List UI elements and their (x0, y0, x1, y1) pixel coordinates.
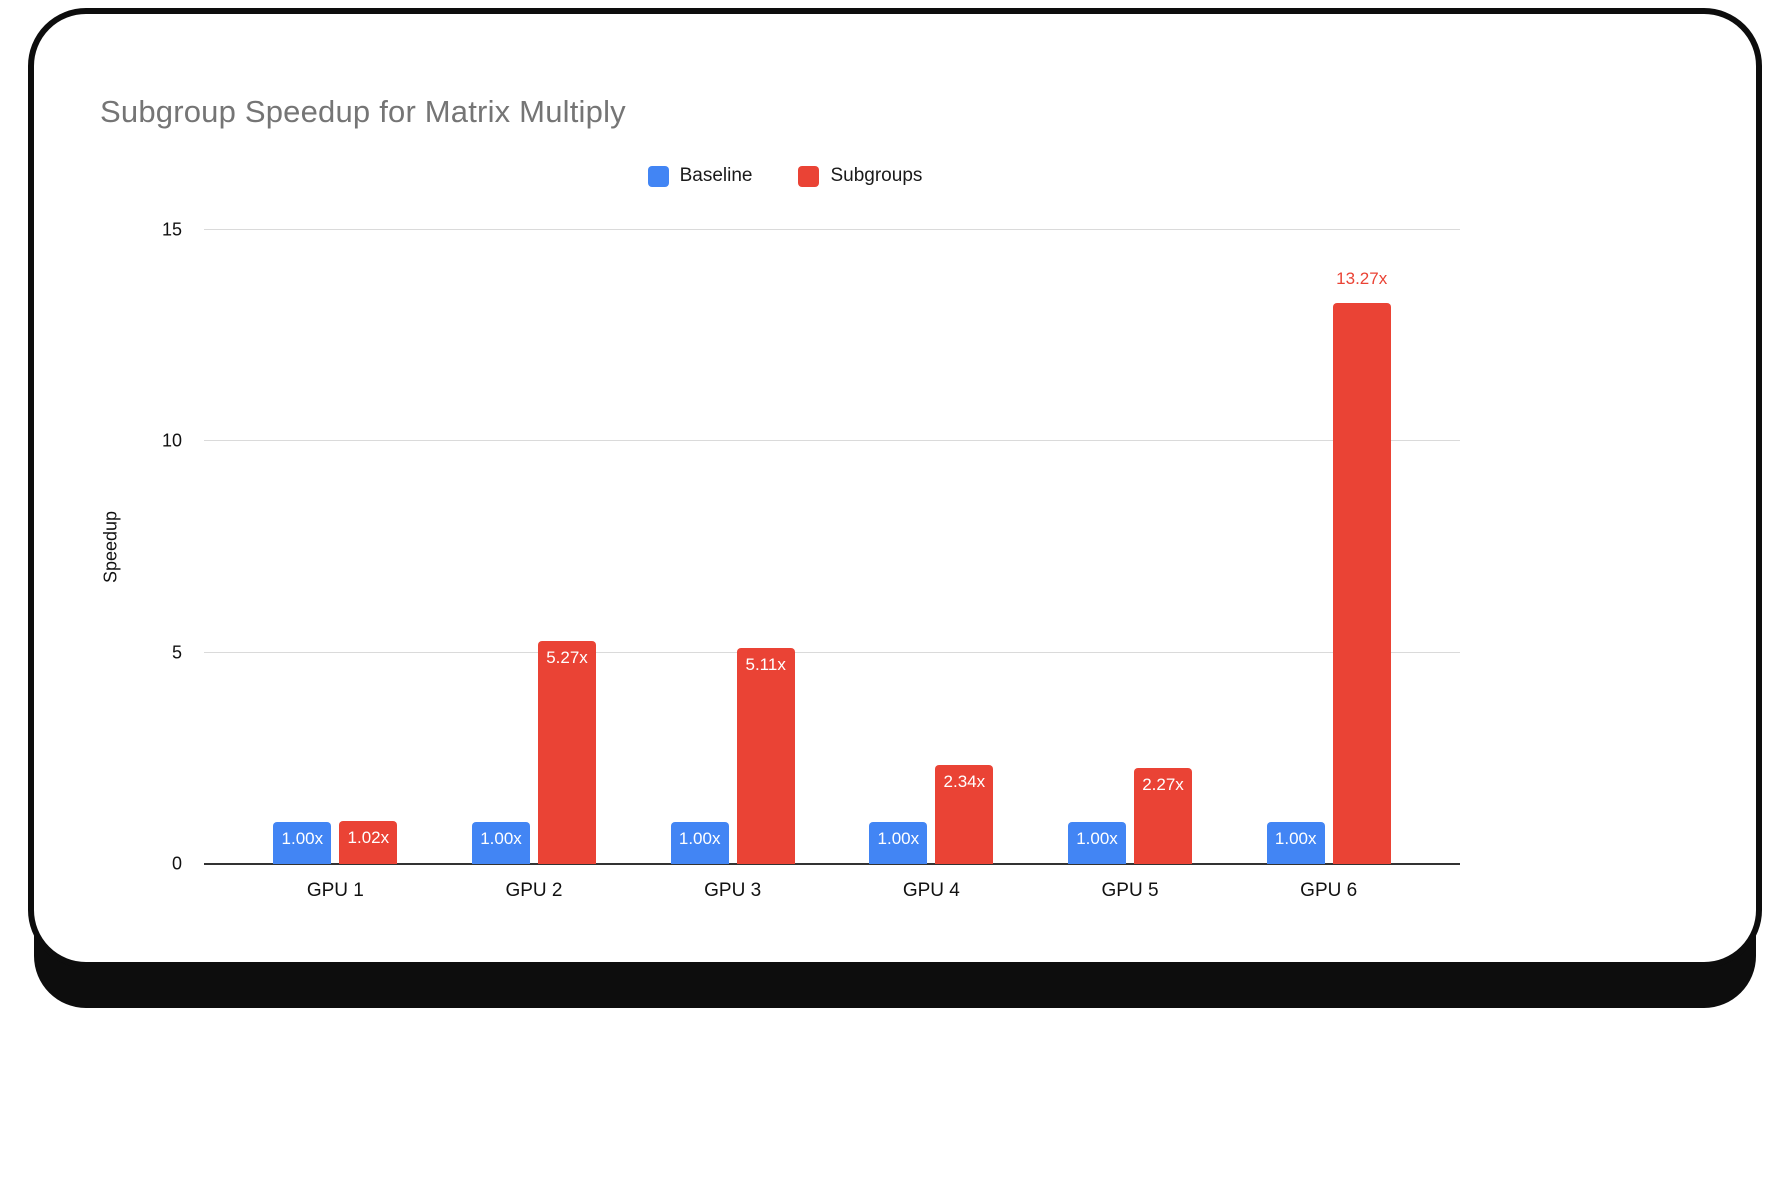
legend-label-baseline: Baseline (679, 165, 753, 186)
bar-subgroups-gpu-1: 1.02x (339, 820, 398, 864)
bar-subgroups-gpu-3: 5.11x (736, 648, 795, 864)
bar-baseline-gpu-1: 1.00x (273, 821, 332, 864)
x-axis-label-gpu-5: GPU 5 (1101, 880, 1159, 901)
bar-label-baseline-gpu-3: 1.00x (678, 828, 721, 848)
chart-title: Subgroup Speedup for Matrix Multiply (100, 94, 626, 129)
bar-label-baseline-gpu-6: 1.00x (1274, 828, 1317, 848)
bar-label-subgroups-gpu-5: 2.27x (1142, 775, 1184, 795)
y-axis-ticks: 0 5 10 15 (34, 220, 190, 874)
y-tick-0: 0 (171, 853, 182, 874)
bar-subgroups-gpu-5: 2.27x (1134, 768, 1193, 864)
x-axis-label-gpu-6: GPU 6 (1300, 880, 1358, 901)
x-axis-label-gpu-4: GPU 4 (902, 880, 960, 901)
x-axis-labels: GPU 1 GPU 2 GPU 3 GPU 4 GPU 5 GPU 6 (204, 880, 1460, 902)
gridline-15 (204, 229, 1460, 230)
chart-card: Subgroup Speedup for Matrix Multiply Bas… (28, 8, 1762, 968)
bar-label-baseline-gpu-1: 1.00x (281, 828, 324, 848)
bar-baseline-gpu-3: 1.00x (670, 821, 729, 864)
legend-swatch-baseline (647, 165, 669, 187)
legend-item-subgroups: Subgroups (798, 165, 922, 187)
bar-group-gpu-1: 1.00x 1.02x (236, 230, 435, 864)
bar-label-baseline-gpu-5: 1.00x (1076, 828, 1118, 848)
x-axis-label-gpu-1: GPU 1 (306, 880, 364, 901)
bar-baseline-gpu-2: 1.00x (472, 821, 530, 864)
bar-label-baseline-gpu-2: 1.00x (480, 828, 522, 848)
gridline-10 (204, 440, 1460, 442)
bar-baseline-gpu-5: 1.00x (1068, 821, 1127, 864)
bar-subgroups-gpu-4: 2.34x (935, 765, 994, 864)
bar-subgroups-gpu-6: 13.27x (1332, 269, 1391, 864)
bar-baseline-gpu-6: 1.00x (1266, 821, 1325, 864)
gridline-5 (204, 651, 1460, 653)
bar-group-gpu-6: 1.00x 13.27x (1229, 230, 1428, 864)
plot-area: 1.00x 1.02x 1.00x 5.27x 1.00x 5.11x 1.00x 2.34x… (204, 229, 1460, 865)
x-axis-label-gpu-2: GPU 2 (505, 880, 563, 901)
bar-groups: 1.00x 1.02x 1.00x 5.27x 1.00x 5.11x 1.00x 2.34x… (204, 230, 1460, 864)
bar-label-subgroups-gpu-1: 1.02x (347, 827, 390, 847)
x-axis-label-gpu-3: GPU 3 (704, 880, 762, 901)
bar-group-gpu-3: 1.00x 5.11x (633, 230, 832, 864)
bar-label-subgroups-gpu-2: 5.27x (546, 648, 588, 668)
bar-baseline-gpu-4: 1.00x (869, 821, 928, 864)
bar-label-subgroups-gpu-3: 5.11x (745, 655, 786, 675)
legend-swatch-subgroups (798, 165, 820, 187)
x-axis-line (204, 863, 1460, 865)
chart-legend: Baseline Subgroups (34, 162, 1536, 190)
bar-label-subgroups-gpu-6: 13.27x (1336, 269, 1388, 289)
bar-group-gpu-4: 1.00x 2.34x (832, 230, 1031, 864)
legend-item-baseline: Baseline (647, 165, 753, 187)
y-tick-15: 15 (161, 219, 182, 240)
y-tick-5: 5 (171, 642, 182, 663)
bar-group-gpu-2: 1.00x 5.27x (435, 230, 634, 864)
bar-label-baseline-gpu-4: 1.00x (877, 828, 920, 848)
y-tick-10: 10 (161, 430, 182, 451)
bar-subgroups-gpu-2: 5.27x (538, 641, 596, 864)
legend-label-subgroups: Subgroups (830, 165, 923, 186)
bar-group-gpu-5: 1.00x 2.27x (1031, 230, 1230, 864)
bar-label-subgroups-gpu-4: 2.34x (943, 772, 986, 792)
